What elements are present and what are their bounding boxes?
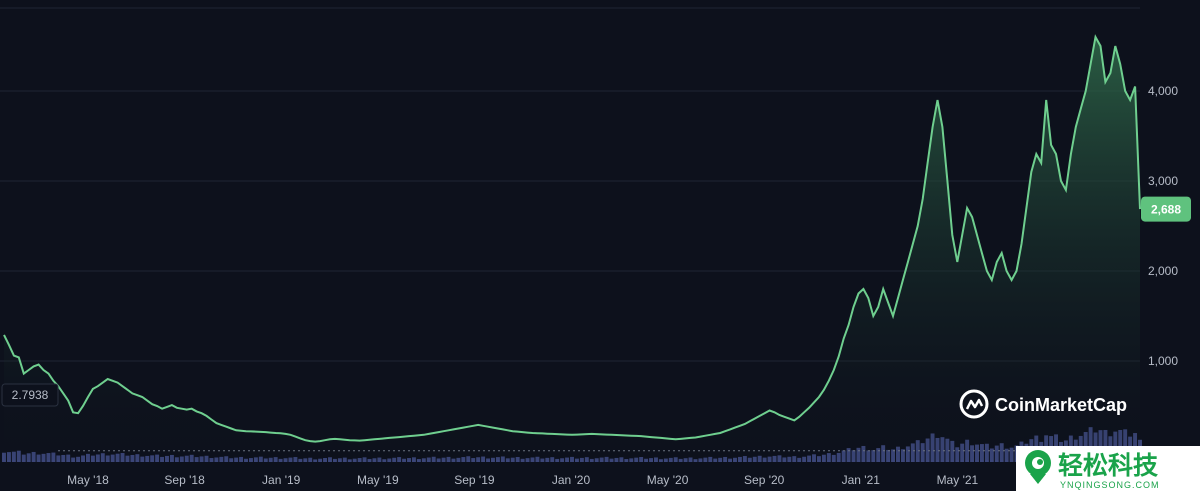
current-price-badge: 2,688 bbox=[1141, 196, 1191, 222]
volume-bar bbox=[471, 458, 476, 462]
volume-bar bbox=[283, 458, 288, 462]
volume-bar bbox=[209, 458, 214, 462]
volume-bar bbox=[663, 458, 668, 462]
site-watermark: 轻松科技 YNQINGSONG.COM bbox=[1016, 446, 1200, 491]
x-tick-label: Jan '21 bbox=[842, 473, 881, 487]
volume-bar bbox=[318, 458, 323, 462]
volume-bar bbox=[347, 459, 352, 462]
volume-bar bbox=[352, 458, 357, 462]
volume-bar bbox=[678, 458, 683, 462]
volume-bar bbox=[609, 458, 614, 462]
y-tick-label: 4,000 bbox=[1148, 84, 1178, 98]
watermark-cn-text: 轻松科技 bbox=[1058, 451, 1158, 480]
volume-bar bbox=[278, 458, 283, 462]
volume-bar bbox=[594, 458, 599, 462]
volume-bar bbox=[629, 458, 634, 462]
volume-bar bbox=[624, 459, 629, 462]
volume-bar bbox=[387, 458, 392, 462]
volume-bar bbox=[2, 452, 6, 462]
volume-bar bbox=[574, 458, 579, 462]
watermark-logo-icon bbox=[1025, 450, 1051, 484]
volume-bar bbox=[337, 458, 342, 462]
volume-bar bbox=[713, 458, 718, 462]
volume-bar bbox=[658, 459, 663, 462]
x-tick-label: May '19 bbox=[357, 473, 399, 487]
price-area bbox=[4, 37, 1140, 460]
current-price-value: 2,688 bbox=[1151, 203, 1181, 217]
x-tick-label: Sep '20 bbox=[744, 473, 785, 487]
volume-bar bbox=[560, 458, 565, 462]
volume-bar bbox=[540, 458, 545, 462]
y-tick-label: 1,000 bbox=[1148, 354, 1178, 368]
volume-bar bbox=[555, 458, 560, 462]
volume-bar bbox=[693, 459, 698, 462]
volume-bar bbox=[589, 458, 594, 462]
x-tick-label: May '21 bbox=[937, 473, 979, 487]
price-line bbox=[3, 34, 1141, 443]
x-tick-label: Sep '19 bbox=[454, 473, 495, 487]
y-axis-ticks: 1,000 2,000 3,000 4,000 bbox=[1148, 84, 1178, 368]
y-tick-label: 2,000 bbox=[1148, 264, 1178, 278]
volume-bar bbox=[421, 458, 426, 462]
volume-bar bbox=[644, 458, 649, 462]
x-tick-label: Jan '20 bbox=[552, 473, 591, 487]
volume-bar bbox=[313, 459, 318, 462]
coinmarketcap-logo-icon bbox=[959, 389, 989, 419]
volume-bar bbox=[436, 458, 441, 462]
volume-bar bbox=[298, 458, 303, 462]
volume-bar bbox=[367, 458, 372, 462]
x-tick-label: May '18 bbox=[67, 473, 109, 487]
volume-bar bbox=[332, 458, 337, 462]
volume-bar bbox=[525, 458, 530, 462]
y-tick-label: 3,000 bbox=[1148, 174, 1178, 188]
volume-bar bbox=[683, 458, 688, 462]
min-price-label: 2.7938 bbox=[1, 383, 59, 407]
volume-bar bbox=[451, 458, 456, 462]
volume-bar bbox=[229, 458, 234, 462]
volume-bar bbox=[698, 458, 703, 462]
brand-name: CoinMarketCap bbox=[995, 395, 1127, 415]
coinmarketcap-brand: CoinMarketCap bbox=[959, 389, 1127, 419]
x-tick-label: Jan '19 bbox=[262, 473, 301, 487]
volume-bar bbox=[357, 458, 362, 462]
volume-bar bbox=[248, 458, 253, 462]
x-tick-label: Sep '18 bbox=[164, 473, 205, 487]
volume-bar bbox=[407, 458, 411, 462]
min-price-value: 2.7938 bbox=[12, 388, 49, 402]
volume-bar bbox=[244, 458, 248, 462]
x-axis-ticks: May '18 Sep '18 Jan '19 May '19 Sep '19 Jan '… bbox=[67, 473, 978, 487]
volume-bar bbox=[649, 458, 653, 462]
volume-bar bbox=[263, 458, 268, 462]
x-tick-label: May '20 bbox=[647, 473, 689, 487]
volume-bar bbox=[382, 459, 387, 462]
volume-bar bbox=[303, 458, 308, 462]
volume-bar bbox=[402, 458, 407, 462]
volume-bar bbox=[520, 458, 525, 462]
watermark-latin-text: YNQINGSONG.COM bbox=[1060, 480, 1160, 490]
volume-bar bbox=[728, 458, 733, 462]
volume-bar bbox=[505, 458, 510, 462]
volume-bar bbox=[372, 458, 377, 462]
volume-bar bbox=[486, 458, 491, 462]
volume-bar bbox=[416, 459, 421, 462]
